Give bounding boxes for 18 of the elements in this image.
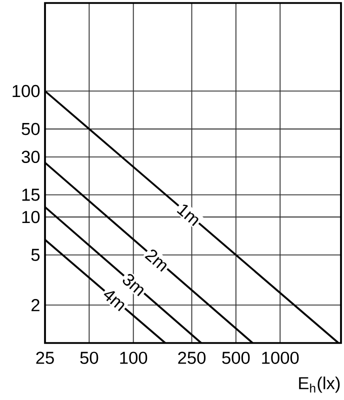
- text: 3m: [122, 274, 144, 296]
- x-tick-label: 50: [80, 352, 98, 364]
- y-tick-label: 5: [31, 248, 40, 261]
- y-tick-label: 50: [22, 122, 40, 136]
- x-tick-label: 250: [178, 352, 206, 364]
- x-tick-label: 500: [222, 352, 250, 364]
- y-tick-label: 15: [22, 188, 40, 201]
- y-tick-label: 10: [22, 210, 40, 224]
- text: 2m: [144, 250, 167, 272]
- x-tick-label: 25: [36, 352, 54, 364]
- text: 1m: [176, 204, 198, 226]
- y-tick-label: 30: [22, 150, 40, 164]
- x-tick-label: 1000: [262, 352, 299, 364]
- x-axis-title: E$_{h}$(lx): [299, 376, 340, 393]
- y-tick-label: 100: [12, 84, 40, 98]
- y-tick-label: 2: [32, 299, 40, 312]
- text: 4m: [104, 291, 124, 312]
- x-tick-label: 100: [120, 352, 148, 364]
